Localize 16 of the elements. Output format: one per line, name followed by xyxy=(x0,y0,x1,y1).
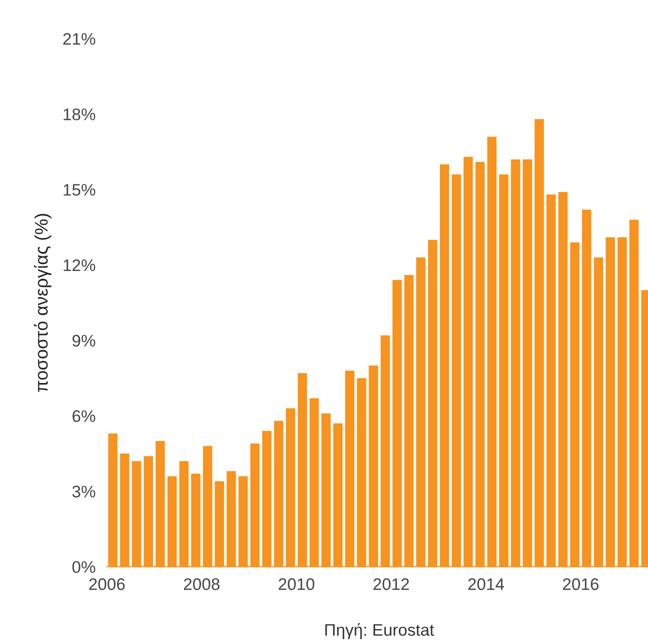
x-tick-label: 2010 xyxy=(278,578,314,590)
y-tick-label: 3% xyxy=(72,486,96,498)
y-tick-label: 18% xyxy=(64,108,96,120)
text: Πηγή: Eurostat xyxy=(325,623,434,640)
y-axis-title: ποσοστό ανεργίας (%) xyxy=(34,214,52,392)
y-tick-label: 12% xyxy=(64,259,96,272)
x-tick-label: 2012 xyxy=(374,578,409,590)
x-tick-label: 2016 xyxy=(563,578,599,590)
y-tick-label: 6% xyxy=(72,410,96,422)
y-tick-label: 15% xyxy=(64,184,96,196)
x-tick-label: 2014 xyxy=(468,578,504,590)
x-tick-label: 2006 xyxy=(89,578,125,590)
y-tick-label: 21% xyxy=(63,33,96,45)
y-tick-label: 9% xyxy=(72,334,96,347)
x-tick-label: 2008 xyxy=(184,578,220,590)
y-tick-label: 0% xyxy=(72,561,96,573)
